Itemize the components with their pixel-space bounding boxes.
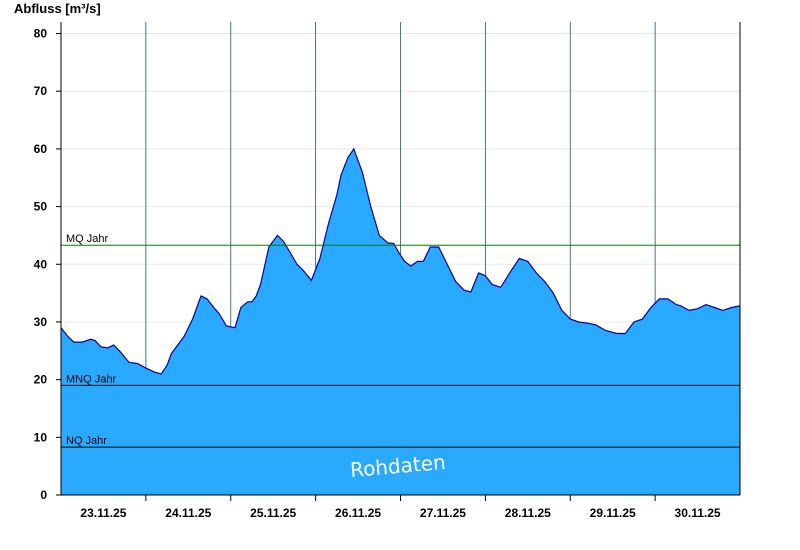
discharge-area xyxy=(61,148,740,495)
y-tick-label: 10 xyxy=(34,430,48,444)
y-tick-label: 40 xyxy=(34,257,48,271)
reference-line-label: MQ Jahr xyxy=(66,233,109,245)
y-tick-label: 20 xyxy=(34,373,48,387)
reference-line-label: NQ Jahr xyxy=(66,435,107,447)
y-tick-label: 0 xyxy=(40,488,47,502)
x-tick-label: 25.11.25 xyxy=(250,506,296,520)
x-tick-label: 28.11.25 xyxy=(505,506,551,520)
y-tick-label: 70 xyxy=(34,84,48,98)
y-tick-label: 30 xyxy=(34,315,48,329)
x-tick-label: 24.11.25 xyxy=(165,506,211,520)
y-axis-label: Abfluss [m³/s] xyxy=(14,1,101,16)
x-tick-label: 26.11.25 xyxy=(335,506,381,520)
x-tick-label: 23.11.25 xyxy=(80,506,126,520)
y-tick-label: 80 xyxy=(34,27,48,41)
discharge-line xyxy=(60,147,741,375)
y-tick-label: 50 xyxy=(34,200,48,214)
x-tick-label: 29.11.25 xyxy=(590,506,636,520)
reference-line-label: MNQ Jahr xyxy=(66,373,116,385)
x-tick-label: 30.11.25 xyxy=(675,506,721,520)
y-tick-label: 60 xyxy=(34,142,48,156)
x-tick-label: 27.11.25 xyxy=(420,506,466,520)
